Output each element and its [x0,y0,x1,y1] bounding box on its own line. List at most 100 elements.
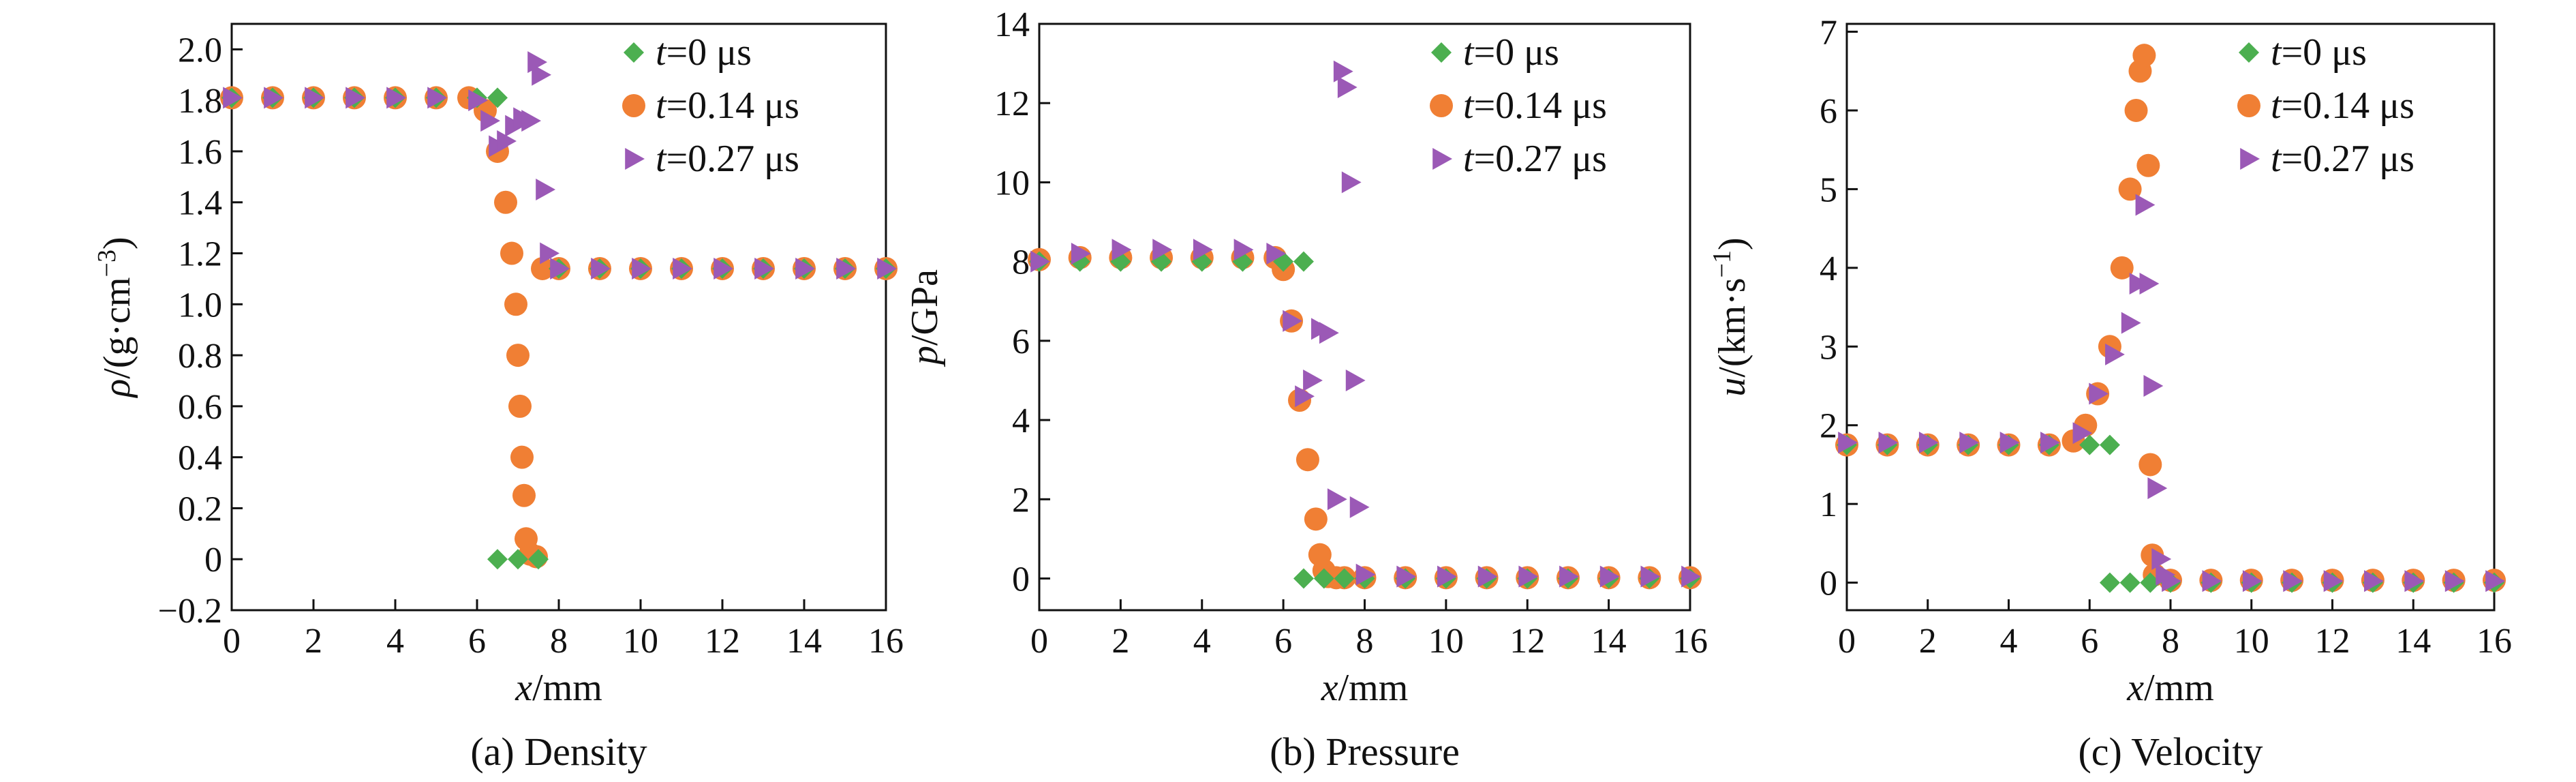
legend-marker [622,94,645,117]
data-point [2364,570,2384,592]
chart-panel-2: 0 2 4 6 8 10 12 14 16 0 2 4 6 8 10 12 14 x/mm p/GPa (b) Pre… [904,5,1708,774]
data-point [2119,572,2141,593]
x-tick-label: 2 [1919,622,1937,661]
data-point [512,483,536,507]
y-tick-label: −0.2 [158,592,222,631]
data-point [673,257,692,280]
legend-label: t=0.14 μs [1463,85,1607,127]
panel-caption: (b) Pressure [1270,730,1460,774]
data-point [2242,570,2263,592]
data-point [2079,434,2100,455]
data-point [2121,312,2141,334]
x-tick-label: 10 [1428,622,1464,661]
data-point [504,292,527,316]
data-point [632,257,651,280]
x-tick-label: 12 [2315,622,2350,661]
y-tick-label: 5 [1820,170,1837,209]
legend-marker [1431,42,1452,63]
x-tick-label: 12 [1509,622,1545,661]
data-point [1437,565,1457,588]
x-tick-label: 2 [305,622,322,661]
data-point [2099,572,2120,593]
data-point [1333,60,1353,82]
data-point [1477,565,1498,588]
data-point [540,242,559,265]
data-point [1345,369,1366,391]
series-t0 [1029,251,1700,589]
legend-label: t=0.14 μs [2271,85,2414,127]
y-axis-label: ρ/(g·cm−3) [93,237,138,398]
panel-caption: (a) Density [470,730,647,774]
x-tick-label: 14 [2395,622,2431,661]
x-tick-label: 2 [1111,622,1129,661]
legend-marker [2239,42,2259,63]
legend-label: t=0 μs [656,31,752,74]
data-point [2444,570,2465,592]
x-tick-label: 0 [1838,622,1856,661]
series-t27 [223,51,897,280]
y-tick-label: 0 [204,541,222,580]
data-point [2138,453,2162,477]
data-point [2040,432,2060,454]
data-point [1293,568,1314,589]
data-point [536,179,555,201]
y-tick-label: 1.8 [178,82,222,121]
legend-label: t=0.14 μs [656,85,799,127]
data-point [1152,239,1173,261]
y-axis-label: u/(km·s−1) [1708,237,1753,396]
data-point [1233,239,1254,261]
y-tick-label: 1.2 [178,235,222,274]
data-point [2099,434,2120,455]
x-tick-label: 14 [786,622,822,661]
y-tick-label: 10 [994,164,1030,202]
data-point [2110,256,2134,280]
series-t27 [1838,194,2505,592]
legend-marker [1430,94,1453,117]
data-point [550,257,570,280]
data-point [1304,507,1328,531]
x-axis-label: x/mm [2126,667,2214,709]
legend-label: t=0.27 μs [656,138,799,180]
x-tick-label: 6 [468,622,486,661]
data-point [1918,432,1939,454]
x-tick-label: 0 [1030,622,1048,661]
x-tick-label: 6 [2081,622,2098,661]
data-point [1337,76,1358,98]
data-point [1559,565,1579,588]
data-point [714,257,733,280]
data-point [2089,382,2109,405]
legend: t=0 μs t=0.14 μs t=0.27 μs [1430,31,1607,180]
y-tick-label: 2.0 [178,31,222,70]
data-point [487,87,508,108]
y-tick-label: 4 [1012,402,1030,440]
x-tick-label: 4 [1193,622,1211,661]
y-tick-label: 12 [994,85,1030,123]
y-tick-label: 2 [1820,407,1837,446]
data-point [531,256,554,280]
data-point [1341,171,1362,194]
data-point [1319,322,1339,344]
y-axis-label: p/GPa [904,269,946,367]
series-t27 [1030,60,1701,588]
data-point [1293,251,1314,272]
y-tick-label: 14 [994,5,1030,44]
data-point [1283,310,1303,332]
legend-label: t=0.27 μs [1463,138,1607,180]
data-point [480,110,500,132]
y-tick-label: 1 [1820,485,1837,524]
x-axis-label: x/mm [515,667,602,709]
y-tick-label: 3 [1820,328,1837,367]
data-point [2283,570,2303,592]
x-axis-label: x/mm [1321,667,1409,709]
legend: t=0 μs t=0.14 μs t=0.27 μs [622,31,799,180]
series-t14 [1028,245,1702,590]
data-point [2147,477,2168,500]
data-point [386,87,406,109]
data-point [468,89,488,112]
y-tick-label: 1.4 [178,184,222,223]
legend-marker [625,148,645,170]
data-point [1303,369,1323,391]
x-tick-label: 10 [623,622,658,661]
data-point [1327,488,1347,511]
